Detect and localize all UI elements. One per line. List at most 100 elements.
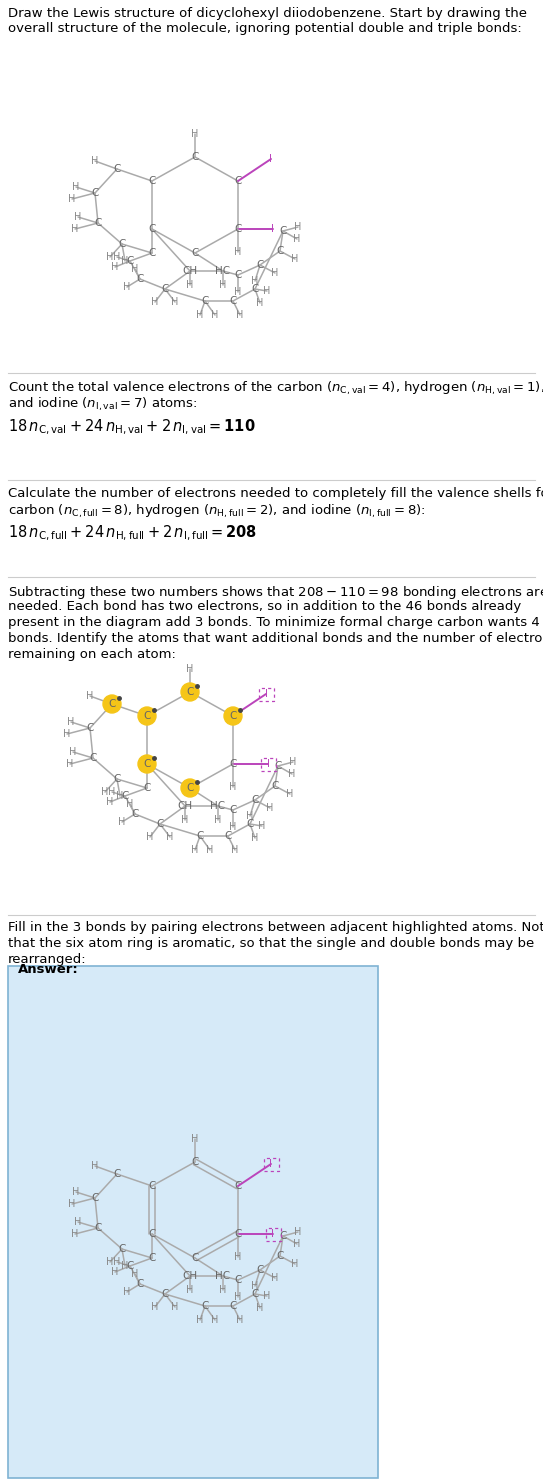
Text: needed. Each bond has two electrons, so in addition to the 46 bonds already: needed. Each bond has two electrons, so …: [8, 600, 521, 613]
Text: C: C: [256, 1264, 264, 1275]
Text: I: I: [272, 224, 275, 234]
Text: H: H: [74, 212, 81, 223]
Text: C: C: [191, 151, 199, 162]
Text: C: C: [235, 177, 242, 186]
Text: H: H: [286, 789, 294, 798]
Text: C: C: [113, 775, 121, 784]
Text: H: H: [68, 1199, 75, 1209]
Text: H: H: [74, 1217, 81, 1227]
Text: H: H: [71, 1229, 79, 1239]
Text: C: C: [131, 809, 138, 819]
Text: C: C: [229, 711, 237, 721]
Text: C: C: [251, 795, 258, 804]
Text: H: H: [113, 1257, 121, 1267]
Text: H: H: [171, 1301, 179, 1312]
Text: H: H: [70, 746, 77, 757]
Text: Fill in the 3 bonds by pairing electrons between adjacent highlighted atoms. Not: Fill in the 3 bonds by pairing electrons…: [8, 922, 543, 933]
Text: H: H: [106, 1257, 113, 1267]
Text: H: H: [294, 1227, 302, 1238]
Text: C: C: [118, 239, 125, 249]
Text: H: H: [171, 297, 179, 307]
Text: C: C: [224, 831, 232, 841]
Text: H: H: [211, 310, 219, 321]
Text: H: H: [111, 1267, 119, 1278]
Text: C: C: [201, 295, 209, 306]
Circle shape: [138, 755, 156, 773]
Text: rearranged:: rearranged:: [8, 953, 87, 966]
Text: C: C: [86, 723, 94, 733]
Text: C: C: [272, 781, 279, 791]
Text: C: C: [148, 1181, 156, 1192]
Text: Count the total valence electrons of the carbon ($n_{\mathrm{C,val}}=4$), hydrog: Count the total valence electrons of the…: [8, 380, 543, 398]
Text: remaining on each atom:: remaining on each atom:: [8, 649, 176, 660]
Text: C: C: [191, 1158, 199, 1166]
Text: C: C: [108, 699, 116, 709]
Circle shape: [138, 706, 156, 726]
Text: H: H: [121, 257, 129, 266]
Text: H: H: [206, 844, 214, 855]
Text: H: H: [289, 757, 296, 767]
Text: C: C: [229, 1301, 237, 1310]
Text: C: C: [148, 177, 156, 186]
Text: C: C: [186, 687, 194, 697]
Text: H: H: [272, 1273, 279, 1284]
Text: H: H: [166, 833, 174, 841]
Text: H: H: [72, 1187, 80, 1198]
Text: I: I: [267, 758, 269, 769]
Text: C: C: [113, 1169, 121, 1178]
Text: H: H: [118, 818, 125, 827]
Text: H: H: [68, 194, 75, 203]
Text: H: H: [191, 844, 199, 855]
Text: C: C: [148, 1229, 156, 1239]
Text: I: I: [269, 1159, 273, 1169]
Text: HC: HC: [211, 801, 225, 810]
Text: H: H: [181, 815, 188, 825]
Text: present in the diagram add 3 bonds. To minimize formal charge carbon wants 4: present in the diagram add 3 bonds. To m…: [8, 616, 540, 629]
Text: H: H: [235, 246, 242, 257]
Text: H: H: [186, 280, 194, 289]
Text: C: C: [143, 758, 151, 769]
Text: H: H: [146, 833, 154, 841]
Text: C: C: [229, 758, 237, 769]
Text: carbon ($n_{\mathrm{C,full}}=8$), hydrogen ($n_{\mathrm{H,full}}=2$), and iodine: carbon ($n_{\mathrm{C,full}}=8$), hydrog…: [8, 503, 426, 521]
FancyBboxPatch shape: [8, 966, 378, 1478]
Text: H: H: [236, 1315, 244, 1325]
Text: H: H: [231, 844, 239, 855]
Text: H: H: [293, 1239, 301, 1250]
Text: H: H: [247, 810, 254, 821]
Text: C: C: [127, 1261, 134, 1270]
Text: C: C: [256, 260, 264, 270]
Text: H: H: [66, 758, 74, 769]
Text: that the six atom ring is aromatic, so that the single and double bonds may be: that the six atom ring is aromatic, so t…: [8, 936, 534, 950]
Text: HC: HC: [216, 1270, 231, 1281]
Text: C: C: [229, 295, 237, 306]
Text: C: C: [235, 1181, 242, 1192]
Text: H: H: [263, 1291, 271, 1301]
Text: C: C: [279, 1232, 287, 1241]
Text: C: C: [91, 188, 99, 197]
Text: H: H: [211, 1315, 219, 1325]
Text: C: C: [156, 819, 163, 830]
Text: H: H: [294, 223, 302, 232]
Text: C: C: [191, 1252, 199, 1263]
Text: C: C: [94, 1223, 102, 1233]
Text: CH: CH: [182, 1270, 198, 1281]
Text: C: C: [143, 711, 151, 721]
Text: C: C: [279, 226, 287, 236]
Text: C: C: [113, 165, 121, 174]
Text: C: C: [148, 1252, 156, 1263]
Text: H: H: [288, 769, 296, 779]
Text: C: C: [148, 248, 156, 258]
Text: H: H: [258, 821, 266, 831]
Text: H: H: [256, 298, 264, 309]
Text: C: C: [121, 791, 129, 801]
Text: H: H: [113, 252, 121, 263]
Text: H: H: [266, 803, 274, 813]
Text: C: C: [143, 784, 151, 792]
Text: H: H: [151, 297, 159, 307]
Text: H: H: [219, 280, 226, 289]
Text: $18\,n_{\mathrm{C,full}}+24\,n_{\mathrm{H,full}}+2\,n_{\mathrm{I,full}}=\mathbf{: $18\,n_{\mathrm{C,full}}+24\,n_{\mathrm{…: [8, 524, 257, 543]
Circle shape: [224, 706, 242, 726]
Text: H: H: [235, 286, 242, 297]
Circle shape: [181, 779, 199, 797]
